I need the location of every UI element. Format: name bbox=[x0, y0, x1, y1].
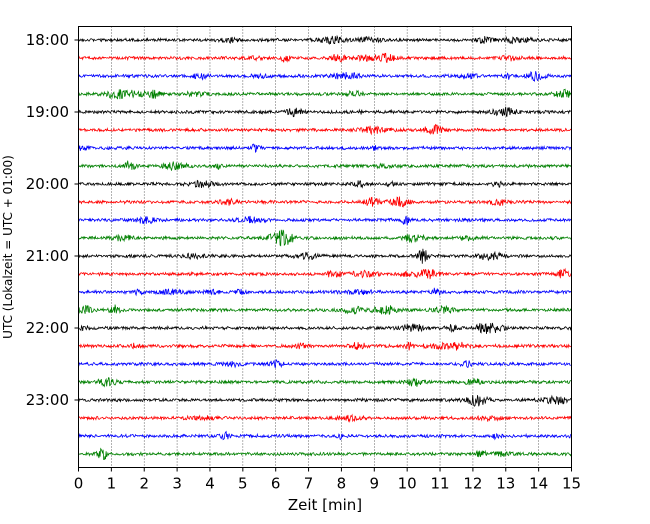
trace-2000 bbox=[78, 179, 572, 189]
y-axis-ticks: 18:00 19:00 20:00 21:00 22:00 23:00 bbox=[26, 31, 79, 409]
x-tick-label-15: 15 bbox=[562, 475, 581, 493]
trace-1815 bbox=[78, 52, 572, 63]
trace-2030 bbox=[78, 215, 572, 226]
trace-2345 bbox=[78, 447, 572, 461]
y-tick-label-21:00: 21:00 bbox=[26, 247, 69, 265]
trace-2245 bbox=[78, 377, 572, 388]
trace-1930 bbox=[78, 143, 572, 153]
trace-1915 bbox=[78, 123, 572, 136]
x-tick-label-12: 12 bbox=[463, 475, 482, 493]
x-tick-label-6: 6 bbox=[271, 475, 281, 493]
trace-1900 bbox=[78, 106, 572, 118]
x-tick-label-8: 8 bbox=[337, 475, 347, 493]
x-tick-label-10: 10 bbox=[398, 475, 417, 493]
x-tick-label-14: 14 bbox=[529, 475, 548, 493]
x-tick-label-3: 3 bbox=[172, 475, 182, 493]
trace-2230 bbox=[78, 358, 572, 369]
trace-2015 bbox=[78, 196, 572, 208]
y-tick-label-19:00: 19:00 bbox=[26, 103, 69, 121]
trace-2330 bbox=[78, 430, 572, 441]
trace-2145 bbox=[78, 304, 572, 315]
x-tick-label-11: 11 bbox=[430, 475, 449, 493]
trace-2215 bbox=[78, 341, 572, 351]
x-tick-label-9: 9 bbox=[370, 475, 380, 493]
x-tick-label-1: 1 bbox=[107, 475, 117, 493]
x-tick-label-2: 2 bbox=[139, 475, 149, 493]
y-tick-label-23:00: 23:00 bbox=[26, 391, 69, 409]
y-tick-label-22:00: 22:00 bbox=[26, 319, 69, 337]
x-tick-label-0: 0 bbox=[74, 475, 84, 493]
x-tick-label-5: 5 bbox=[238, 475, 248, 493]
trace-1830 bbox=[78, 71, 572, 83]
trace-2300 bbox=[78, 394, 572, 407]
trace-2115 bbox=[78, 267, 572, 280]
x-tick-label-13: 13 bbox=[496, 475, 515, 493]
y-tick-label-20:00: 20:00 bbox=[26, 175, 69, 193]
x-axis-ticks: 0 1 2 3 4 5 6 7 8 9 10 11 12 13 14 15 bbox=[74, 467, 581, 493]
trace-1845 bbox=[78, 88, 572, 100]
trace-2200 bbox=[78, 322, 572, 334]
x-tick-label-4: 4 bbox=[205, 475, 215, 493]
plot-frame bbox=[78, 26, 572, 468]
x-axis-label: Zeit [min] bbox=[288, 496, 362, 514]
y-tick-label-18:00: 18:00 bbox=[26, 31, 69, 49]
trace-1800 bbox=[78, 34, 572, 45]
trace-lines bbox=[78, 34, 572, 461]
trace-2315 bbox=[78, 413, 572, 423]
x-tick-label-7: 7 bbox=[304, 475, 314, 493]
trace-2045 bbox=[78, 229, 572, 247]
trace-2100 bbox=[78, 248, 572, 264]
trace-1945 bbox=[78, 160, 572, 171]
y-axis-label: UTC (Lokalzeit = UTC + 01:00) bbox=[1, 155, 15, 339]
trace-2130 bbox=[78, 287, 572, 297]
